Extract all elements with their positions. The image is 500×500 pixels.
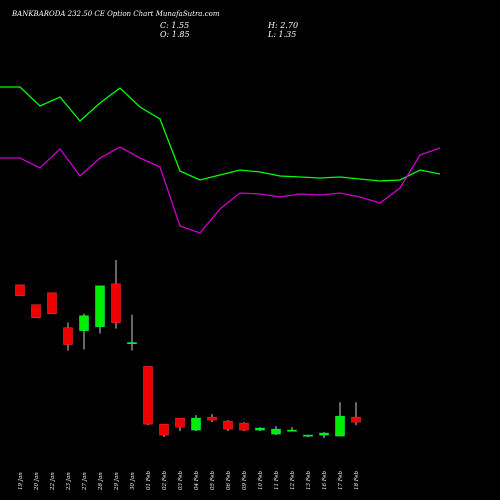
- date-tick-label: 11 Feb: [274, 470, 280, 490]
- date-tick-label: 01 Feb: [146, 470, 152, 490]
- candle-body: [319, 432, 329, 436]
- date-tick-label: 19 Jan: [18, 472, 24, 490]
- candle-body: [15, 284, 25, 297]
- candle-body: [95, 285, 105, 327]
- date-tick-label: 22 Jan: [50, 472, 56, 491]
- date-tick-label: 06 Feb: [226, 470, 232, 490]
- candle-body: [159, 423, 169, 436]
- indicator-lines: [0, 86, 441, 234]
- candle-body: [143, 366, 153, 425]
- candle-body: [127, 342, 137, 345]
- date-tick-label: 18 Feb: [354, 470, 360, 490]
- date-tick-label: 30 Jan: [130, 472, 136, 490]
- high-readout: H: 2.70: [268, 21, 299, 30]
- candle-body: [255, 427, 265, 431]
- candle-body: [303, 434, 313, 437]
- date-tick-label: 27 Jan: [82, 472, 88, 491]
- date-tick-label: 20 Jan: [34, 472, 40, 491]
- candle-body: [207, 416, 217, 421]
- date-tick-label: 29 Jan: [114, 472, 120, 491]
- date-tick-label: 05 Feb: [210, 470, 216, 490]
- candle-body: [351, 416, 361, 423]
- chart-title: BANKBARODA 232.50 CE Option Chart Munafa…: [12, 10, 220, 18]
- candle-body: [47, 292, 57, 314]
- candle-body: [335, 415, 345, 437]
- open-readout: O: 1.85: [160, 30, 190, 39]
- price-candles: [15, 260, 361, 439]
- date-tick-label: 17 Feb: [338, 470, 344, 490]
- date-tick-label: 28 Jan: [98, 472, 104, 491]
- date-tick-label: 03 Feb: [178, 470, 184, 490]
- candle-body: [63, 327, 73, 345]
- date-axis-labels: 19 Jan 20 Jan 22 Jan 23 Jan 27 Jan 28 Jan 29 J…: [18, 470, 360, 491]
- date-tick-label: 12 Feb: [290, 470, 296, 490]
- date-tick-label: 13 Feb: [306, 470, 312, 490]
- candle-body: [79, 315, 89, 331]
- candle-body: [271, 428, 281, 435]
- date-tick-label: 23 Jan: [66, 472, 72, 491]
- candle-body: [175, 417, 185, 428]
- date-tick-label: 02 Feb: [162, 470, 168, 490]
- date-tick-label: 16 Feb: [322, 470, 328, 490]
- candle-body: [191, 417, 201, 431]
- date-tick-label: 10 Feb: [258, 470, 264, 490]
- magenta-indicator-line: [0, 146, 441, 234]
- candle-body: [111, 283, 121, 323]
- green-indicator-line: [0, 86, 441, 182]
- date-tick-label: 09 Feb: [242, 470, 248, 490]
- date-tick-label: 04 Feb: [194, 470, 200, 490]
- candle-body: [239, 422, 249, 431]
- candle-body: [287, 429, 297, 432]
- close-readout: C: 1.55: [160, 21, 190, 30]
- low-readout: L: 1.35: [268, 30, 297, 39]
- candle-body: [223, 420, 233, 430]
- candle-body: [31, 304, 41, 318]
